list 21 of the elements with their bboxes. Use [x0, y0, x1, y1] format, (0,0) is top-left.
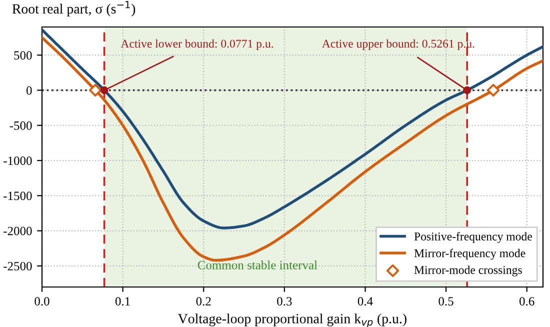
- x-tick-label: 0.0: [34, 297, 50, 306]
- y-tick-label: -2500: [4, 262, 32, 270]
- x-tick-label: 0.4: [358, 297, 373, 306]
- y-tick-label: 0: [26, 86, 32, 95]
- legend-label: Mirror-frequency mode: [414, 248, 526, 260]
- legend-label: Positive-frequency mode: [414, 232, 532, 243]
- x-tick-label: 0.6: [520, 297, 534, 306]
- y-tick-label: -500: [10, 121, 32, 130]
- y-tick-label: 500: [14, 51, 32, 60]
- y-tick-label: -2000: [4, 226, 32, 236]
- annotation: Active upper bound: 0.5261 p.u.: [322, 39, 474, 50]
- x-tick-label: 0.5: [438, 297, 454, 306]
- y-axis-title: Root real part, σ (s$^{−1}$): [12, 1, 136, 16]
- y-tick-label: -1500: [4, 192, 32, 200]
- x-tick-label: 0.2: [196, 297, 211, 306]
- legend-label: Mirror-mode crossings: [414, 266, 522, 276]
- x-tick-label: 0.1: [115, 297, 130, 306]
- annotation: Active lower bound: 0.0771 p.u.: [120, 39, 274, 50]
- y-tick-label: -1000: [4, 156, 32, 165]
- x-tick-label: 0.3: [277, 297, 292, 306]
- band-label: Common stable interval: [198, 260, 318, 270]
